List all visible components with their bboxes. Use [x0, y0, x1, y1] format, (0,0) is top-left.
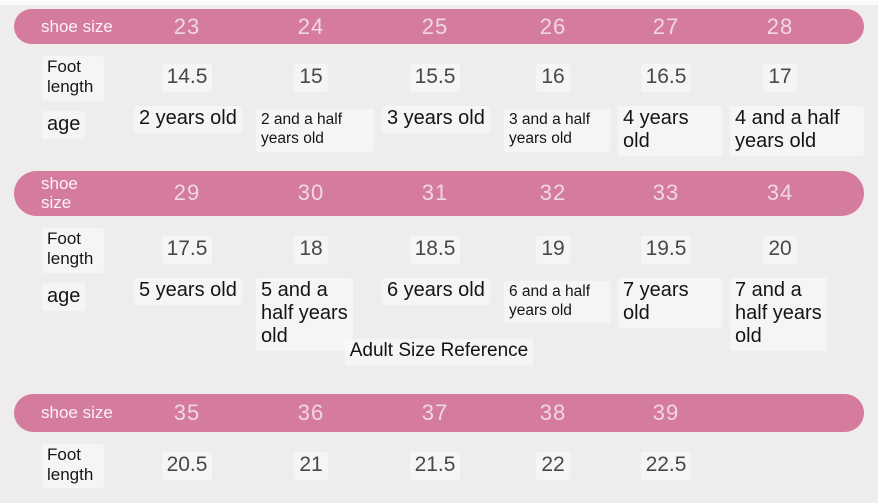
age-label-text: age: [42, 282, 86, 311]
shoe-size-header-row: shoe size 29 30 31 32 33 34: [14, 170, 864, 216]
foot-length-row: Foot length 20.5 21 21.5 22 22.5: [14, 443, 864, 489]
shoe-size-cell: 30: [297, 180, 325, 206]
age-cell: 5 years old: [126, 277, 248, 305]
foot-length-label-text: Foot length: [42, 443, 104, 489]
kids-size-table-1: shoe size 23 24 25 26 27 28 Foot length …: [0, 9, 878, 156]
age-row: age 2 years old 2 and a half years old 3…: [14, 105, 864, 156]
shoe-size-cell: 25: [421, 13, 449, 39]
age-label: age: [14, 106, 126, 139]
foot-length-cell: 19: [496, 236, 610, 265]
foot-length-cell: 17.5: [126, 236, 248, 265]
shoe-size-cell: 34: [766, 180, 794, 206]
foot-length-cell: 19.5: [610, 236, 722, 265]
age-cell: 6 years old: [374, 277, 496, 305]
shoe-size-label: shoe size: [14, 174, 126, 212]
shoe-size-label-text: shoe size: [41, 16, 113, 36]
foot-length-cell: 15.5: [374, 64, 496, 93]
shoe-size-cell: 28: [766, 13, 794, 39]
foot-length-label: Foot length: [14, 443, 126, 489]
shoe-size-header-row: shoe size 23 24 25 26 27 28: [14, 9, 864, 44]
foot-length-cell: 21.5: [374, 451, 496, 480]
shoe-size-cell: 23: [173, 13, 201, 39]
foot-length-cell: 16.5: [610, 64, 722, 93]
shoe-size-cell: 32: [539, 180, 567, 206]
shoe-size-cell: 36: [297, 399, 325, 425]
shoe-size-cell: 26: [539, 13, 567, 39]
foot-length-cell: 22: [496, 451, 610, 480]
age-label-text: age: [42, 110, 86, 139]
foot-length-label-text: Foot length: [42, 56, 104, 101]
age-row: age 5 years old 5 and a half years old 6…: [14, 277, 864, 351]
age-cell: 4 and a half years old: [722, 105, 864, 156]
foot-length-label: Foot length: [14, 56, 126, 101]
age-cell: 3 years old: [374, 105, 496, 133]
foot-length-cell: 20: [722, 236, 864, 265]
age-cell: 2 years old: [126, 105, 248, 133]
shoe-size-label: shoe size: [14, 403, 126, 422]
shoe-size-cell: 38: [539, 399, 567, 425]
foot-length-row: Foot length 17.5 18 18.5 19 19.5 20: [14, 227, 864, 273]
kids-size-table-2: shoe size 29 30 31 32 33 34 Foot length …: [0, 170, 878, 351]
age-cell: 7 and a half years old: [722, 277, 864, 351]
foot-length-cell: 18.5: [374, 236, 496, 265]
shoe-size-cell: 35: [173, 399, 201, 425]
foot-length-label-text: Foot length: [42, 227, 104, 273]
age-cell: 5 and a half years old: [248, 277, 374, 351]
shoe-size-cell: 37: [421, 399, 449, 425]
foot-length-cell: 22.5: [610, 451, 722, 480]
shoe-size-cell: 33: [652, 180, 680, 206]
adult-size-reference-title: Adult Size Reference: [0, 338, 878, 365]
shoe-size-label: shoe size: [14, 17, 126, 36]
shoe-size-label-text: shoe size: [41, 174, 78, 213]
foot-length-label: Foot length: [14, 227, 126, 273]
adult-size-table: shoe size 35 36 37 38 39 Foot length 20.…: [0, 393, 878, 489]
foot-length-cell: 20.5: [126, 451, 248, 480]
age-label: age: [14, 278, 126, 311]
age-cell: 7 years old: [610, 277, 722, 328]
age-cell: 4 years old: [610, 105, 722, 156]
shoe-size-cell: 27: [652, 13, 680, 39]
top-edge-strip: [0, 0, 878, 5]
shoe-size-header-row: shoe size 35 36 37 38 39: [14, 393, 864, 432]
shoe-size-cell: 29: [173, 180, 201, 206]
foot-length-cell: 21: [248, 451, 374, 480]
age-cell: 3 and a half years old: [496, 106, 610, 152]
shoe-size-cell: 39: [652, 399, 680, 425]
foot-length-cell: 15: [248, 64, 374, 93]
foot-length-cell: 16: [496, 64, 610, 93]
foot-length-row: Foot length 14.5 15 15.5 16 16.5 17: [14, 56, 864, 101]
foot-length-cell: 17: [722, 64, 864, 93]
age-cell: 2 and a half years old: [248, 106, 374, 152]
age-cell: 6 and a half years old: [496, 278, 610, 324]
shoe-size-label-text: shoe size: [41, 403, 113, 423]
shoe-size-cell: 31: [421, 180, 449, 206]
foot-length-cell: 14.5: [126, 64, 248, 93]
foot-length-cell: 18: [248, 236, 374, 265]
shoe-size-cell: 24: [297, 13, 325, 39]
